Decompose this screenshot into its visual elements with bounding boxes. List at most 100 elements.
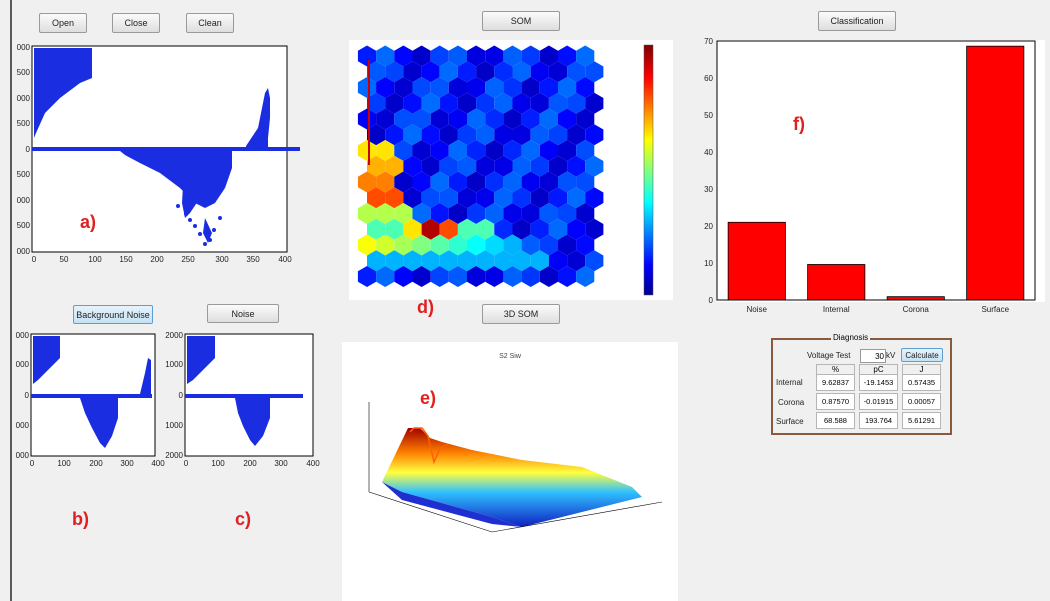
- label-d: d): [417, 297, 434, 317]
- svg-text:1000: 1000: [165, 360, 183, 369]
- svg-text:200: 200: [89, 459, 103, 468]
- voltage-test-label: Voltage Test: [807, 351, 851, 360]
- svg-text:1000: 1000: [165, 421, 183, 430]
- svg-text:50: 50: [60, 255, 69, 264]
- svg-text:000: 000: [16, 331, 30, 340]
- surface-pc: 193.764: [859, 412, 898, 429]
- bar-noise: [727, 221, 786, 301]
- svg-text:100: 100: [88, 255, 102, 264]
- svg-text:300: 300: [274, 459, 288, 468]
- scatter-plot-c: 0 100 200 300 400 2000 1000 0 1000 2000: [165, 331, 320, 468]
- row-label-surface: Surface: [776, 417, 804, 426]
- row-label-corona: Corona: [778, 398, 805, 407]
- label-f: f): [793, 114, 805, 134]
- svg-text:000: 000: [17, 247, 31, 256]
- plot-a-xticks: 0 50 100 150 200 250 300 350 400: [32, 255, 292, 264]
- internal-j: 0.57435: [902, 374, 941, 391]
- category-label-surface: Surface: [981, 305, 1009, 314]
- svg-text:000: 000: [17, 94, 31, 103]
- bar-internal: [807, 264, 866, 301]
- bar-corona: [886, 296, 945, 301]
- svg-text:250: 250: [181, 255, 195, 264]
- header-percent: %: [816, 364, 855, 374]
- svg-text:0: 0: [25, 391, 30, 400]
- header-j: J: [902, 364, 941, 374]
- noise-button[interactable]: Noise: [207, 304, 279, 323]
- svg-text:100: 100: [57, 459, 71, 468]
- svg-text:0: 0: [184, 459, 189, 468]
- svg-text:500: 500: [17, 170, 31, 179]
- svg-text:S2 Siw: S2 Siw: [499, 353, 522, 360]
- clean-button[interactable]: Clean: [186, 13, 234, 33]
- corona-pc: -0.01915: [859, 393, 898, 410]
- window-left-edge: [10, 0, 12, 601]
- svg-text:500: 500: [17, 119, 31, 128]
- svg-text:0: 0: [30, 459, 35, 468]
- svg-text:300: 300: [120, 459, 134, 468]
- scatter-plot-b: 0 100 200 300 400 000 000 0 000 000: [16, 331, 166, 468]
- y-tick-0: 0: [709, 296, 714, 305]
- y-tick-60: 60: [704, 74, 713, 83]
- svg-text:350: 350: [246, 255, 260, 264]
- background-noise-button[interactable]: Background Noise: [73, 305, 153, 324]
- som-button[interactable]: SOM: [482, 11, 560, 31]
- open-button[interactable]: Open: [39, 13, 87, 33]
- internal-percent: 9.62837: [816, 374, 855, 391]
- svg-text:000: 000: [17, 196, 31, 205]
- svg-text:2000: 2000: [165, 331, 183, 340]
- svg-text:300: 300: [215, 255, 229, 264]
- classification-button[interactable]: Classification: [818, 11, 896, 31]
- svg-text:400: 400: [306, 459, 320, 468]
- y-tick-10: 10: [704, 259, 713, 268]
- bar-surface: [966, 45, 1025, 301]
- svg-text:400: 400: [278, 255, 292, 264]
- svg-text:200: 200: [150, 255, 164, 264]
- svg-text:500: 500: [17, 221, 31, 230]
- svg-text:500: 500: [17, 68, 31, 77]
- surface-percent: 68.588: [816, 412, 855, 429]
- label-b: b): [72, 509, 89, 529]
- label-c: c): [235, 509, 252, 529]
- som-colorbar: [643, 44, 654, 296]
- svg-text:200: 200: [243, 459, 257, 468]
- svg-text:0: 0: [26, 145, 31, 154]
- close-button[interactable]: Close: [112, 13, 160, 33]
- voltage-input[interactable]: [860, 349, 886, 363]
- corona-percent: 0.87570: [816, 393, 855, 410]
- category-label-internal: Internal: [823, 305, 850, 314]
- calculate-button[interactable]: Calculate: [901, 348, 943, 362]
- svg-text:000: 000: [17, 43, 31, 52]
- svg-text:000: 000: [16, 451, 30, 460]
- svg-text:400: 400: [151, 459, 165, 468]
- classification-bar-chart: 0 10 20 30 40 50 60 70 Noise Internal Corona Surfa…: [704, 37, 1036, 314]
- 3d-som-button[interactable]: 3D SOM: [482, 304, 560, 324]
- label-a: a): [80, 212, 97, 232]
- svg-text:100: 100: [211, 459, 225, 468]
- 3d-som-surface: S2 Siw: [368, 353, 663, 533]
- voltage-unit: kV: [886, 351, 896, 360]
- svg-text:150: 150: [119, 255, 133, 264]
- header-pc: pC: [859, 364, 898, 374]
- y-tick-30: 30: [704, 185, 713, 194]
- y-tick-20: 20: [704, 222, 713, 231]
- svg-text:0: 0: [179, 391, 184, 400]
- row-label-internal: Internal: [776, 378, 803, 387]
- svg-text:000: 000: [16, 360, 30, 369]
- category-label-noise: Noise: [747, 305, 768, 314]
- y-tick-50: 50: [704, 111, 713, 120]
- category-label-corona: Corona: [903, 305, 930, 314]
- scatter-plot-a: 0 50 100 150 200 250 300 350 400 000 500…: [17, 43, 300, 264]
- diagnosis-title: Diagnosis: [831, 333, 871, 342]
- svg-text:2000: 2000: [165, 451, 183, 460]
- svg-text:000: 000: [16, 421, 30, 430]
- svg-text:0: 0: [32, 255, 37, 264]
- som-hex-map: [357, 44, 654, 296]
- corona-j: 0.00057: [902, 393, 941, 410]
- internal-pc: -19.1453: [859, 374, 898, 391]
- plot-a-yticks: 000 500 000 500 0 500 000 500 000: [17, 43, 31, 256]
- label-e: e): [420, 388, 437, 408]
- diagnosis-panel: Diagnosis Voltage Test kV Calculate % pC…: [771, 333, 952, 435]
- y-tick-70: 70: [704, 37, 713, 46]
- surface-j: 5.61291: [902, 412, 941, 429]
- y-tick-40: 40: [704, 148, 713, 157]
